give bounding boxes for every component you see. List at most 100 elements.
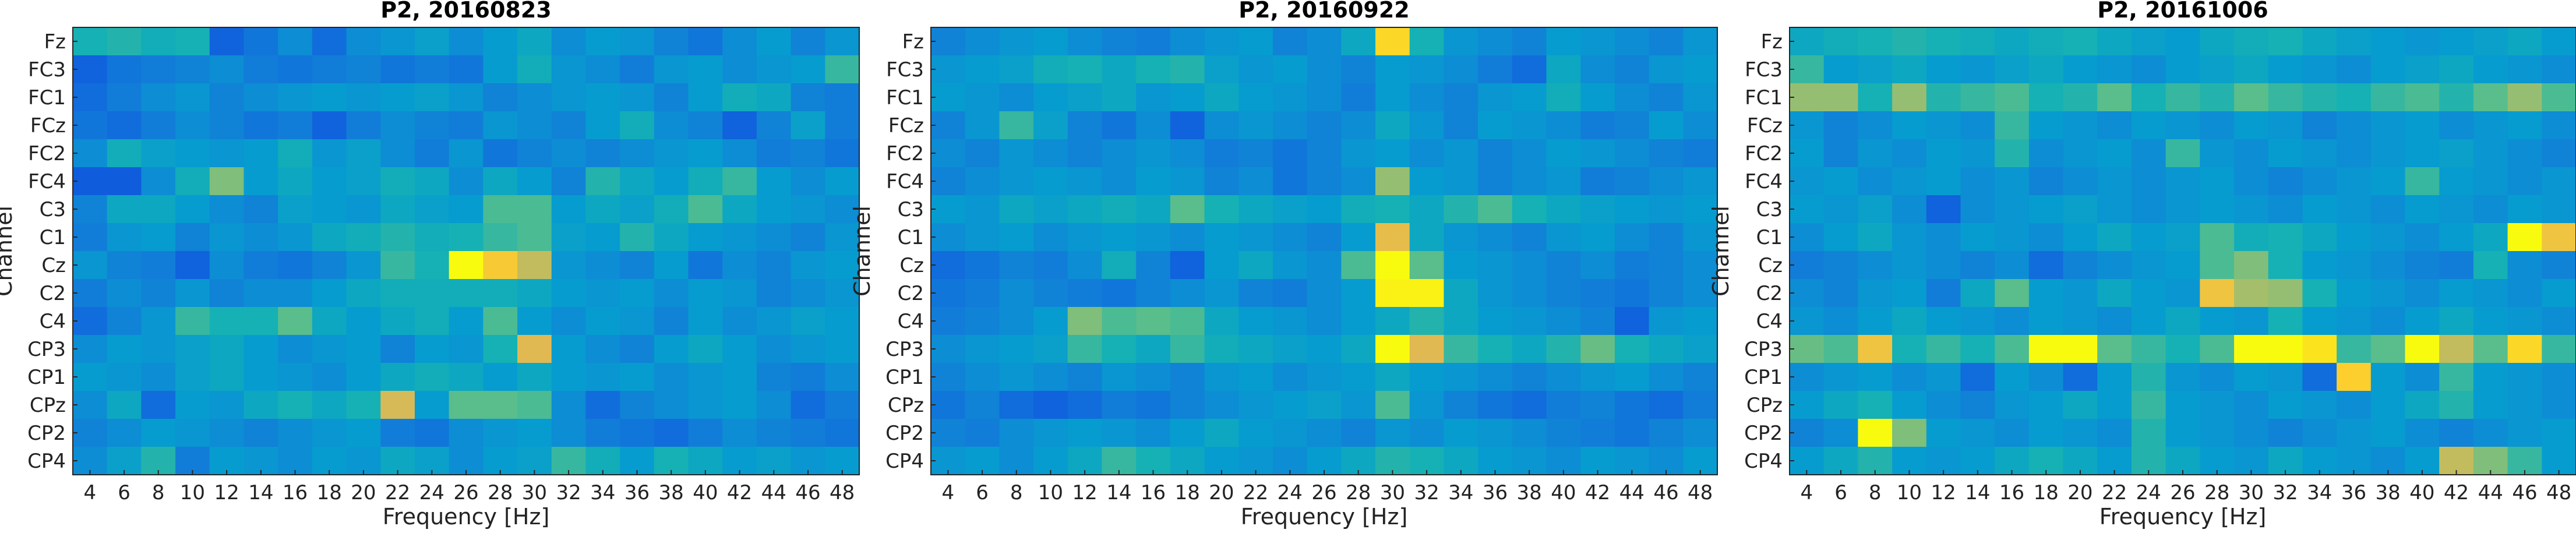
heatmap-cell	[999, 83, 1034, 112]
heatmap-cell	[483, 363, 518, 391]
heatmap-cell	[2268, 279, 2303, 308]
heatmap-cell	[1995, 363, 2030, 391]
heatmap-cell	[791, 419, 825, 447]
heatmap-cell	[414, 139, 450, 168]
heatmap-cell	[654, 251, 689, 280]
heatmap-cell	[2439, 27, 2474, 56]
heatmap-cell	[1926, 195, 1961, 224]
heatmap-cell	[791, 195, 825, 224]
heatmap-cell	[209, 55, 245, 84]
heatmap-cell	[312, 419, 347, 447]
heatmap-cell	[1546, 139, 1581, 168]
heatmap-cell	[825, 419, 860, 447]
x-tick-label: 26	[2170, 481, 2195, 504]
heatmap-cell	[2473, 111, 2508, 140]
heatmap-cell	[2302, 223, 2337, 252]
heatmap-cell	[2370, 363, 2406, 391]
heatmap-cell	[175, 335, 210, 363]
heatmap-cell	[141, 307, 176, 336]
heatmap-cell	[244, 251, 278, 280]
heatmap-cell	[244, 55, 278, 84]
heatmap-cell	[449, 363, 484, 391]
heatmap-cell	[414, 27, 450, 56]
heatmap-cell	[1238, 363, 1273, 391]
heatmap-cell	[1341, 363, 1376, 391]
heatmap-cell	[2234, 223, 2269, 252]
heatmap-cell	[1375, 391, 1410, 419]
heatmap-cell	[791, 55, 825, 84]
y-tick-label: FC4	[886, 170, 924, 193]
heatmap-cell	[2028, 363, 2064, 391]
heatmap-cell	[1136, 251, 1171, 280]
heatmap-cell	[2028, 251, 2064, 280]
heatmap-cell	[1926, 251, 1961, 280]
heatmap-cell	[380, 419, 415, 447]
y-axis-label: Channel	[1708, 206, 1734, 296]
y-tick-label: Fz	[1761, 30, 1783, 54]
x-tick-label: 12	[214, 481, 239, 504]
heatmap-cell	[380, 307, 415, 336]
x-tick-label: 46	[2512, 481, 2537, 504]
heatmap-cell	[2507, 391, 2542, 419]
heatmap-cell	[654, 83, 689, 112]
heatmap-cell	[1272, 111, 1308, 140]
heatmap-cell	[517, 223, 552, 252]
heatmap-cell	[209, 83, 245, 112]
heatmap-cell	[380, 195, 415, 224]
heatmap-cell	[722, 391, 757, 419]
heatmap-cell	[414, 307, 450, 336]
heatmap-cell	[2302, 419, 2337, 447]
heatmap-cell	[2200, 27, 2235, 56]
heatmap-cell	[2165, 307, 2200, 336]
heatmap-cell	[2028, 335, 2064, 363]
heatmap-cell	[1823, 279, 1858, 308]
heatmap-cell	[414, 111, 450, 140]
heatmap-cell	[312, 139, 347, 168]
x-tick-label: 14	[1106, 481, 1131, 504]
heatmap-cell	[1823, 223, 1858, 252]
heatmap-cell	[2234, 419, 2269, 447]
heatmap-cell	[175, 391, 210, 419]
heatmap-cell	[73, 363, 108, 391]
heatmap-cell	[2268, 419, 2303, 447]
heatmap-cell	[2405, 195, 2440, 224]
heatmap-cell	[1995, 419, 2030, 447]
heatmap-cell	[2200, 307, 2235, 336]
heatmap-cell	[175, 195, 210, 224]
heatmap-cell	[1546, 167, 1581, 196]
heatmap-cell	[517, 55, 552, 84]
y-tick-label: FC2	[1745, 142, 1783, 165]
heatmap-cell	[1067, 27, 1103, 56]
heatmap-cell	[1136, 139, 1171, 168]
heatmap-cell	[2063, 279, 2098, 308]
heatmap-cell	[1580, 195, 1615, 224]
y-tick-label: C1	[40, 226, 66, 249]
heatmap-cell	[2473, 391, 2508, 419]
heatmap-cell	[2542, 391, 2576, 419]
y-axis-label: Channel	[849, 206, 875, 296]
x-tick-label: 42	[727, 481, 752, 504]
heatmap-cell	[2542, 307, 2576, 336]
heatmap-cell	[73, 167, 108, 196]
heatmap-cell	[2234, 167, 2269, 196]
heatmap-cell	[449, 419, 484, 447]
heatmap-cell	[688, 307, 723, 336]
heatmap-cell	[756, 167, 792, 196]
heatmap-cell	[1204, 363, 1239, 391]
heatmap-cell	[1926, 391, 1961, 419]
heatmap-cell	[1238, 419, 1273, 447]
heatmap-cell	[1649, 111, 1684, 140]
heatmap-cell	[1546, 335, 1581, 363]
heatmap-cell	[1033, 363, 1068, 391]
heatmap-cell	[1102, 167, 1137, 196]
x-axis-label: Frequency [Hz]	[1241, 504, 1408, 530]
heatmap-cell	[1102, 363, 1137, 391]
x-tick-label: 4	[1801, 481, 1813, 504]
y-axis-label: Channel	[0, 206, 17, 296]
heatmap-cell	[449, 279, 484, 308]
heatmap-cell	[791, 251, 825, 280]
heatmap-cell	[1614, 83, 1650, 112]
heatmap-cell	[1102, 139, 1137, 168]
heatmap-cell	[1858, 363, 1893, 391]
heatmap-cell	[722, 279, 757, 308]
